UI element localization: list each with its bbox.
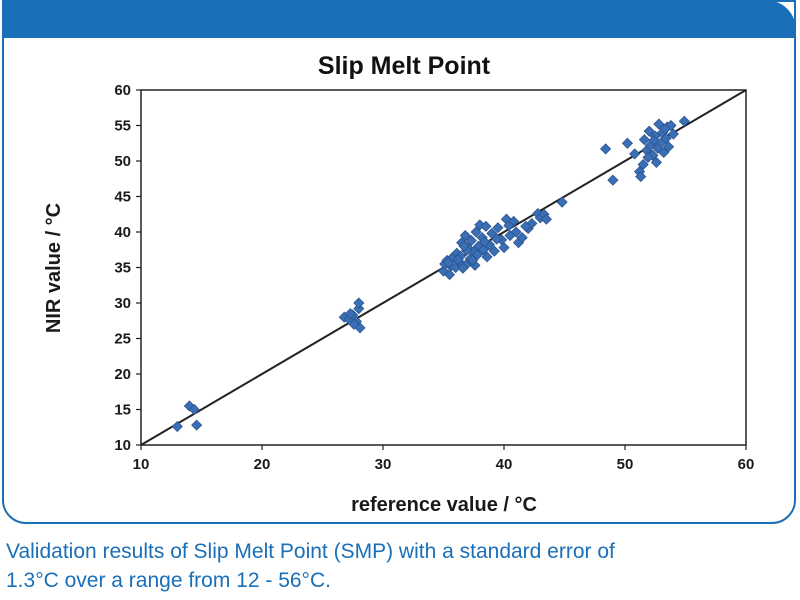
y-tick-label: 45	[114, 189, 131, 206]
data-point	[191, 419, 203, 431]
data-point	[650, 156, 663, 168]
data-point	[491, 233, 503, 245]
data-point	[498, 242, 510, 254]
data-point	[470, 226, 482, 238]
y-tick-label: 60	[114, 82, 131, 99]
data-point	[520, 220, 532, 232]
caption-line-1: Validation results of Slip Melt Point (S…	[6, 540, 615, 563]
x-tick-label: 20	[254, 456, 271, 473]
y-tick-label: 35	[114, 260, 131, 277]
header-band	[2, 0, 796, 38]
data-point	[516, 232, 528, 244]
data-point	[607, 174, 619, 186]
y-tick-label: 10	[114, 437, 131, 454]
y-tick-label: 55	[114, 118, 131, 135]
data-point	[678, 115, 690, 127]
data-point	[353, 297, 365, 309]
y-axis-label: NIR value / °C	[43, 203, 65, 333]
data-point	[452, 254, 464, 266]
data-point	[638, 134, 650, 146]
chart-title: Slip Melt Point	[318, 52, 491, 80]
data-point	[188, 403, 200, 416]
data-point	[600, 143, 612, 155]
data-point	[653, 118, 665, 130]
x-tick-label: 30	[375, 456, 392, 473]
data-point	[477, 244, 489, 256]
data-point	[442, 256, 454, 269]
data-point	[510, 226, 522, 238]
data-point	[621, 137, 633, 149]
data-point	[659, 123, 671, 135]
figure-caption: Validation results of Slip Melt Point (S…	[6, 537, 786, 595]
data-point	[643, 125, 655, 137]
data-point	[540, 213, 552, 225]
y-tick-label: 40	[114, 224, 131, 241]
data-point	[556, 196, 568, 208]
data-point	[353, 303, 365, 315]
chart: Slip Melt Point 10 20 30 40 50 60 10 15 20 25 30 3…	[43, 52, 755, 516]
y-tick-label: 30	[114, 295, 131, 312]
x-tick-label: 50	[617, 456, 634, 473]
data-point	[459, 229, 471, 242]
data-point	[171, 420, 183, 433]
data-point	[503, 220, 515, 232]
data-point	[480, 220, 492, 232]
data-point	[458, 240, 470, 252]
y-tick-label: 15	[114, 402, 131, 419]
data-point	[667, 128, 679, 140]
caption-line-2: 1.3°C over a range from 12 - 56°C.	[6, 569, 331, 592]
y-tick-label: 25	[114, 331, 131, 348]
x-tick-label: 40	[496, 456, 513, 473]
data-point	[465, 234, 477, 247]
data-point	[662, 141, 675, 153]
data-point	[344, 308, 356, 320]
data-point	[488, 245, 500, 257]
x-tick-label: 10	[133, 456, 150, 473]
data-point	[466, 254, 479, 266]
y-tick-label: 50	[114, 153, 131, 170]
data-point	[629, 148, 641, 160]
data-point	[637, 158, 649, 171]
data-point	[481, 251, 493, 263]
data-point	[635, 171, 647, 183]
data-point	[348, 318, 360, 330]
data-point	[660, 132, 672, 144]
y-tick-label: 20	[114, 366, 131, 383]
data-point	[443, 269, 456, 281]
x-tick-label: 60	[738, 456, 755, 473]
x-axis-label: reference value / °C	[351, 494, 537, 516]
data-point	[648, 134, 660, 146]
data-point	[479, 236, 491, 248]
data-point	[642, 151, 654, 164]
data-point	[492, 222, 504, 234]
